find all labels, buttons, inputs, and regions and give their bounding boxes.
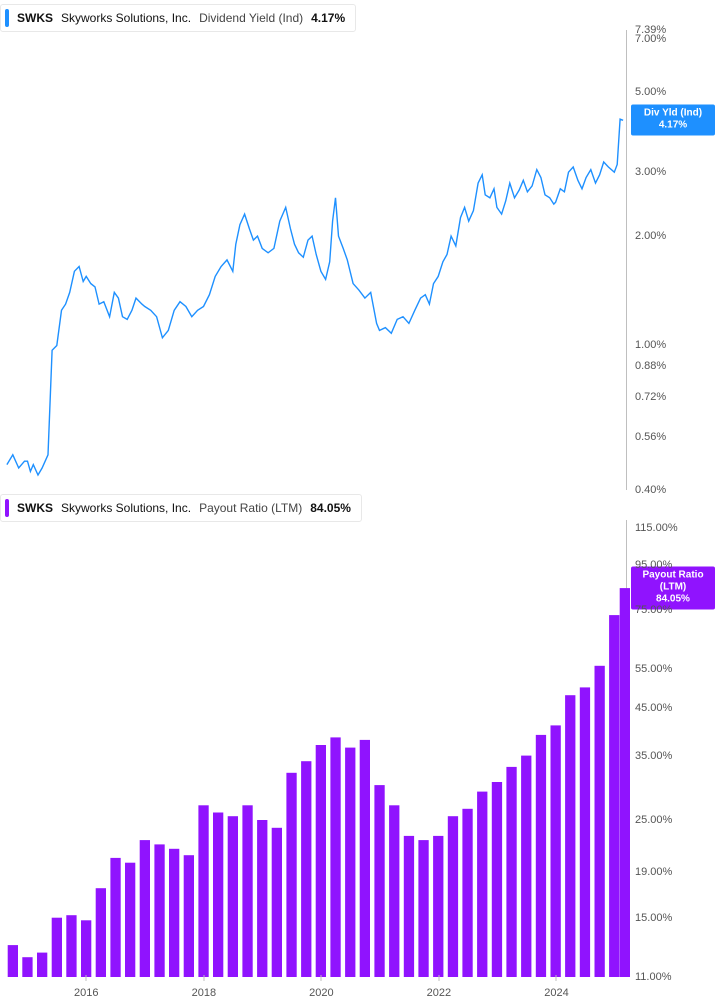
- y-axis-label: 11.00%: [635, 971, 672, 983]
- payout-ratio-bar: [595, 666, 605, 977]
- payout-ratio-bar: [154, 844, 164, 977]
- tag-title-top: Div Yld (Ind): [635, 108, 711, 120]
- x-axis-label: 2018: [192, 987, 216, 999]
- value-tag-top: Div Yld (Ind) 4.17%: [631, 105, 715, 136]
- ticker-bottom: SWKS: [17, 501, 53, 515]
- payout-ratio-bar: [609, 615, 619, 977]
- accent-bar-bottom: [5, 499, 9, 517]
- metric-name-bottom: Payout Ratio (LTM): [199, 501, 302, 515]
- bottom-plot-area[interactable]: [4, 520, 627, 977]
- payout-ratio-bar: [418, 840, 428, 977]
- payout-ratio-bar: [551, 725, 561, 977]
- tag-title-bottom: Payout Ratio (LTM): [635, 570, 711, 594]
- payout-ratio-bar: [110, 858, 120, 977]
- x-axis-tick: [203, 975, 204, 981]
- y-axis-label: 1.00%: [635, 339, 666, 351]
- payout-ratio-bar: [81, 920, 91, 977]
- payout-ratio-bar: [228, 816, 238, 977]
- payout-ratio-bar: [169, 849, 179, 977]
- payout-ratio-bar: [66, 915, 76, 977]
- company-bottom: Skyworks Solutions, Inc.: [61, 501, 191, 515]
- y-axis-label: 25.00%: [635, 814, 672, 826]
- y-axis-label: 95.00%: [635, 559, 672, 571]
- x-axis-tick: [86, 975, 87, 981]
- x-axis-label: 2016: [74, 987, 98, 999]
- dividend-yield-panel: SWKS Skyworks Solutions, Inc. Dividend Y…: [0, 0, 717, 490]
- payout-ratio-bar: [52, 918, 62, 977]
- payout-ratio-bar: [565, 695, 575, 977]
- payout-ratio-bar: [345, 748, 355, 977]
- y-axis-label: 45.00%: [635, 702, 672, 714]
- payout-ratio-bar: [37, 953, 47, 977]
- payout-ratio-bar: [448, 816, 458, 977]
- payout-ratio-bar: [272, 828, 282, 977]
- payout-ratio-bar: [360, 740, 370, 977]
- payout-ratio-bar: [184, 855, 194, 977]
- payout-ratio-bar: [242, 805, 252, 977]
- payout-ratio-bar: [492, 782, 502, 977]
- payout-ratio-bar: [521, 756, 531, 977]
- ticker-top: SWKS: [17, 11, 53, 25]
- payout-ratio-panel: SWKS Skyworks Solutions, Inc. Payout Rat…: [0, 490, 717, 1005]
- y-axis-label: 0.88%: [635, 360, 666, 372]
- payout-ratio-bar: [96, 888, 106, 977]
- payout-ratio-bar: [374, 785, 384, 977]
- payout-ratio-bar: [536, 735, 546, 977]
- company-top: Skyworks Solutions, Inc.: [61, 11, 191, 25]
- y-axis-label: 55.00%: [635, 663, 672, 675]
- y-axis-label: 0.72%: [635, 391, 666, 403]
- accent-bar-top: [5, 9, 9, 27]
- y-axis-label: 0.56%: [635, 431, 666, 443]
- y-axis-label: 115.00%: [635, 522, 678, 534]
- payout-ratio-bar: [213, 813, 223, 978]
- bottom-y-axis: Payout Ratio (LTM) 84.05% 115.00%95.00%7…: [631, 520, 717, 977]
- payout-ratio-bar: [506, 767, 516, 977]
- payout-ratio-bar: [125, 863, 135, 977]
- metric-value-top: 4.17%: [311, 11, 345, 25]
- x-axis-tick: [438, 975, 439, 981]
- x-axis: 2016 2018 2020 2022 2024: [4, 981, 627, 999]
- payout-ratio-bar: [316, 745, 326, 977]
- payout-ratio-bar: [462, 809, 472, 977]
- payout-ratio-bar: [257, 820, 267, 977]
- payout-ratio-bar: [198, 805, 208, 977]
- y-axis-label: 15.00%: [635, 912, 672, 924]
- payout-ratio-bar: [301, 761, 311, 977]
- payout-ratio-bar: [477, 792, 487, 977]
- x-axis-label: 2022: [427, 987, 451, 999]
- y-axis-label: 2.00%: [635, 230, 666, 242]
- top-header-pill[interactable]: SWKS Skyworks Solutions, Inc. Dividend Y…: [0, 4, 356, 32]
- x-axis-tick: [556, 975, 557, 981]
- payout-ratio-bar: [22, 957, 32, 977]
- top-plot-area[interactable]: [4, 30, 627, 490]
- payout-ratio-bar: [580, 687, 590, 977]
- payout-ratio-bar: [389, 805, 399, 977]
- payout-ratio-bar: [286, 773, 296, 977]
- y-axis-label: 7.00%: [635, 33, 666, 45]
- metric-value-bottom: 84.05%: [310, 501, 351, 515]
- y-axis-label: 3.00%: [635, 166, 666, 178]
- bottom-header-pill[interactable]: SWKS Skyworks Solutions, Inc. Payout Rat…: [0, 494, 362, 522]
- x-axis-label: 2024: [544, 987, 568, 999]
- dividend-yield-line: [7, 119, 623, 475]
- tag-value-top: 4.17%: [635, 120, 711, 132]
- payout-ratio-bar: [404, 836, 414, 977]
- y-axis-label: 35.00%: [635, 750, 672, 762]
- x-axis-label: 2020: [309, 987, 333, 999]
- y-axis-label: 5.00%: [635, 86, 666, 98]
- payout-ratio-bar: [433, 836, 443, 977]
- y-axis-label: 75.00%: [635, 604, 672, 616]
- y-axis-label: 19.00%: [635, 866, 672, 878]
- payout-ratio-bar: [330, 737, 340, 977]
- x-axis-tick: [321, 975, 322, 981]
- payout-ratio-bar: [620, 588, 630, 977]
- payout-ratio-bar: [140, 840, 150, 977]
- top-y-axis: Div Yld (Ind) 4.17% 7.39%7.00%5.00%3.00%…: [631, 30, 717, 490]
- metric-name-top: Dividend Yield (Ind): [199, 11, 303, 25]
- payout-ratio-bar: [8, 945, 18, 977]
